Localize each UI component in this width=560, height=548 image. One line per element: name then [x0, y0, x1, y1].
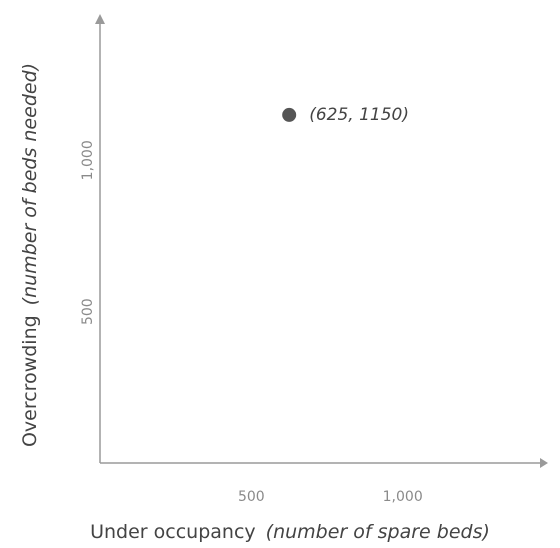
y-axis-label-note: (number of beds needed): [19, 63, 41, 305]
point-label: (625, 1150): [309, 105, 409, 125]
x-tick-label: 500: [238, 489, 265, 505]
x-axis-label: Under occupancy (number of spare beds): [90, 521, 490, 543]
x-axis-label-text: Under occupancy: [90, 521, 256, 543]
point: [282, 107, 297, 122]
x-axis-label-note: (number of spare beds): [266, 521, 490, 543]
y-tick-label: 1,000: [80, 140, 96, 180]
axes: [95, 14, 548, 468]
y-axis-label: Overcrowding (number of beds needed): [19, 63, 41, 447]
x-arrow: [540, 458, 548, 468]
y-tick-label: 500: [80, 298, 96, 325]
y-arrow: [95, 14, 105, 24]
y-axis-label-text: Overcrowding: [19, 315, 41, 447]
x-tick-label: 1,000: [383, 489, 423, 505]
